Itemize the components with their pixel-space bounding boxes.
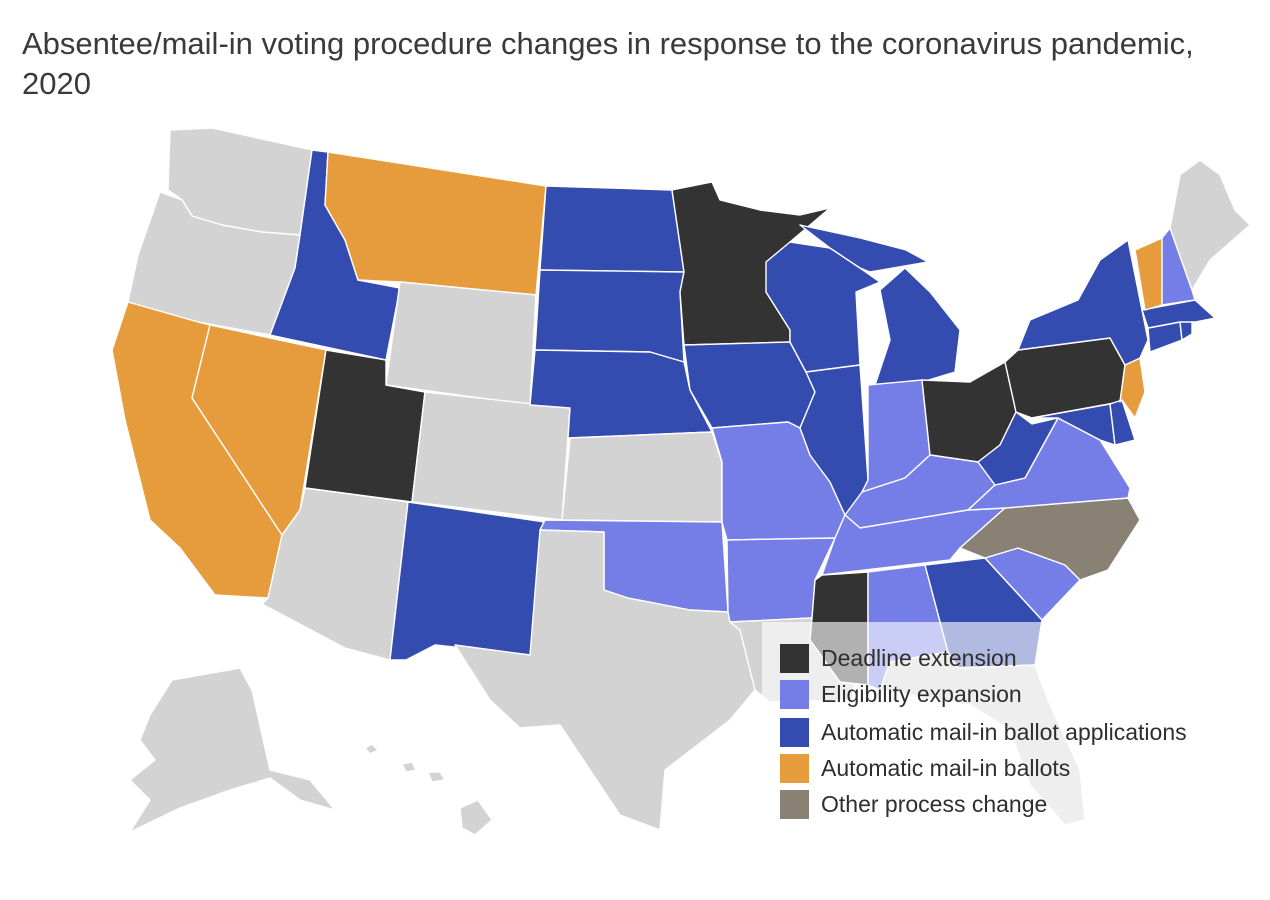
state-sd[interactable] [534, 269, 685, 363]
state-co[interactable] [411, 391, 571, 521]
state-ak[interactable] [129, 667, 336, 833]
legend-item-applications[interactable]: Automatic mail-in ballot applications [780, 716, 1187, 748]
state-tx[interactable] [454, 529, 756, 831]
legend-label: Deadline extension [821, 644, 1017, 671]
state-mi[interactable] [799, 224, 961, 386]
legend-label: Automatic mail-in ballots [821, 754, 1071, 781]
legend-item-deadline[interactable]: Deadline extension [780, 642, 1017, 674]
state-il[interactable] [799, 364, 869, 521]
legend-item-eligibility[interactable]: Eligibility expansion [780, 678, 1022, 710]
state-md[interactable] [1031, 403, 1116, 446]
state-wi[interactable] [765, 241, 881, 373]
legend-swatch [780, 789, 809, 819]
state-wv[interactable] [977, 411, 1059, 486]
legend-swatch [780, 717, 809, 747]
state-ri[interactable] [1179, 319, 1193, 341]
legend-item-ballots[interactable]: Automatic mail-in ballots [780, 752, 1070, 784]
map-title: Absentee/mail-in voting procedure change… [22, 26, 1194, 101]
legend-item-other[interactable]: Other process change [780, 788, 1047, 820]
state-nh[interactable] [1161, 227, 1196, 306]
state-ca[interactable] [111, 301, 283, 599]
legend-label: Eligibility expansion [821, 680, 1022, 707]
state-me[interactable] [1169, 159, 1251, 291]
state-nm[interactable] [389, 501, 546, 661]
legend-swatch [780, 643, 809, 673]
legend: Deadline extension Eligibility expansion… [762, 622, 1250, 834]
legend-label: Other process change [821, 790, 1048, 817]
legend-swatch [780, 679, 809, 709]
state-ks[interactable] [561, 431, 723, 523]
state-nd[interactable] [539, 185, 685, 273]
legend-swatch [780, 753, 809, 783]
state-de[interactable] [1109, 399, 1136, 446]
state-mt[interactable] [324, 151, 547, 296]
state-hi[interactable] [364, 743, 493, 836]
state-ny[interactable] [1017, 239, 1149, 366]
state-wy[interactable] [385, 281, 537, 406]
legend-label: Automatic mail-in ballot applications [821, 718, 1187, 745]
